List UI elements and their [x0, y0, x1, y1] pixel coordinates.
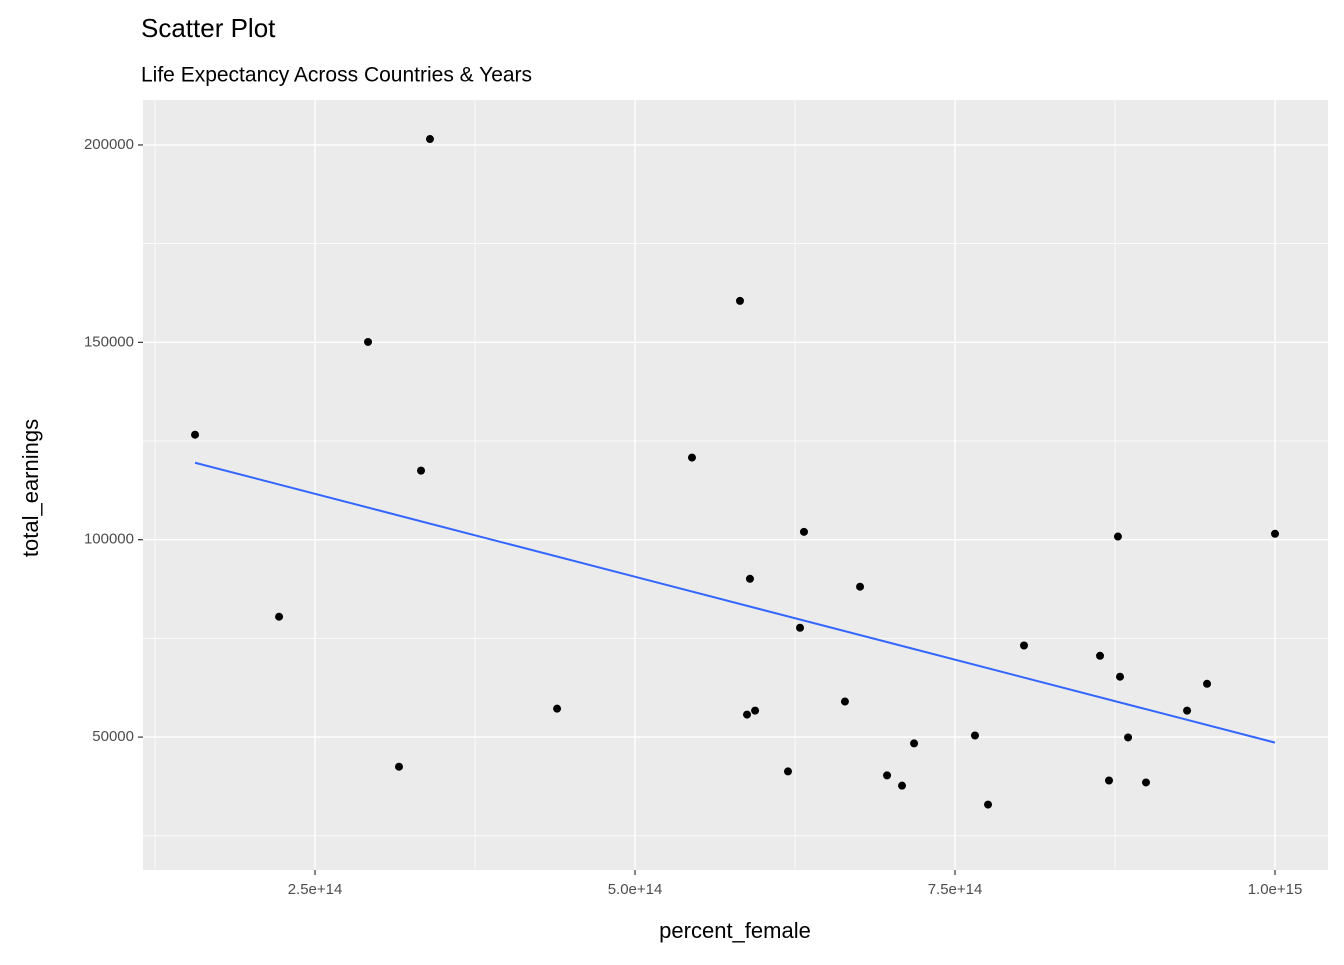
point [687, 453, 696, 462]
point [417, 466, 426, 475]
point [553, 704, 562, 713]
point [1020, 641, 1029, 650]
point [735, 296, 744, 305]
point [394, 762, 403, 771]
point [1141, 778, 1150, 787]
x-axis-title: percent_female [659, 918, 811, 943]
point [856, 582, 865, 591]
point [275, 612, 284, 621]
x-tick-label: 7.5e+14 [928, 881, 983, 898]
point [1203, 679, 1212, 688]
point [364, 337, 373, 346]
point [840, 697, 849, 706]
point [910, 739, 919, 748]
y-tick-label: 100000 [84, 531, 134, 548]
y-tick-label: 200000 [84, 136, 134, 153]
point [1116, 672, 1125, 681]
point [1096, 651, 1105, 660]
point [1104, 776, 1113, 785]
panel-background [143, 100, 1328, 870]
point [1124, 733, 1133, 742]
point [743, 710, 752, 719]
y-tick-label: 150000 [84, 333, 134, 350]
point [783, 767, 792, 776]
point [898, 781, 907, 790]
y-axis-title: total_earnings [18, 419, 43, 557]
point [751, 706, 760, 715]
point [796, 623, 805, 632]
chart-subtitle: Life Expectancy Across Countries & Years [141, 64, 532, 87]
point [1271, 529, 1280, 538]
x-tick-label: 5.0e+14 [608, 881, 663, 898]
point [799, 527, 808, 536]
point [1183, 706, 1192, 715]
point [1113, 532, 1122, 541]
trend-line [194, 461, 1276, 744]
point [984, 800, 993, 809]
x-tick-label: 1.0e+15 [1248, 881, 1303, 898]
x-tick-label: 2.5e+14 [288, 881, 343, 898]
point [191, 430, 200, 439]
chart-title: Scatter Plot [141, 13, 276, 43]
point [745, 574, 754, 583]
point [883, 771, 892, 780]
y-tick-label: 50000 [92, 728, 134, 745]
point [970, 731, 979, 740]
point [425, 135, 434, 144]
